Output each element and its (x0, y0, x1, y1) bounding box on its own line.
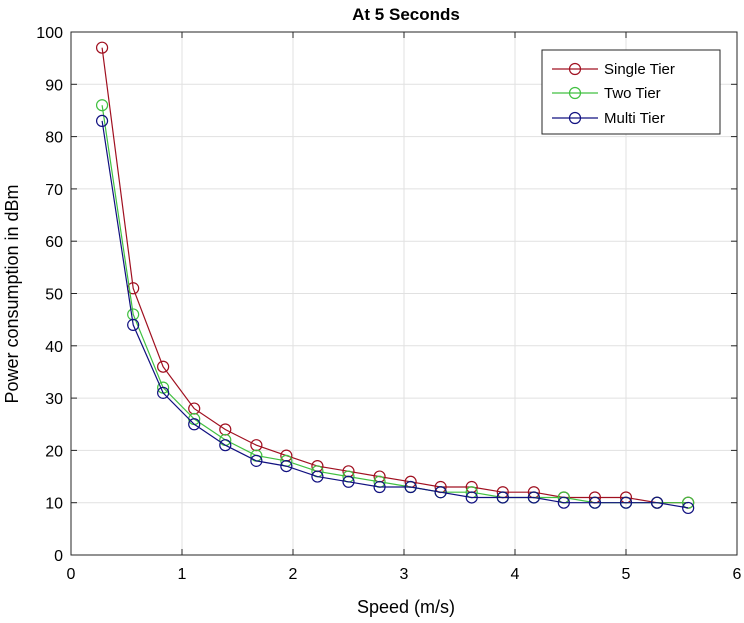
data-point-multi-tier (619, 496, 633, 509)
y-tick-label: 20 (45, 443, 63, 460)
data-point-multi-tier (127, 318, 140, 331)
data-point-multi-tier (157, 386, 170, 399)
x-tick-label: 1 (178, 566, 187, 583)
x-tick-label: 3 (400, 566, 409, 583)
data-point-single-tier (157, 360, 170, 373)
data-point-two-tier (682, 496, 695, 509)
data-point-multi-tier (219, 439, 232, 452)
data-point-multi-tier (373, 480, 386, 494)
data-point-multi-tier (311, 470, 324, 483)
data-point-two-tier (95, 99, 109, 112)
data-point-multi-tier (188, 418, 201, 431)
data-point-multi-tier (280, 459, 293, 473)
data-point-multi-tier (496, 491, 509, 504)
y-tick-label: 70 (45, 182, 63, 199)
y-tick-label: 80 (45, 130, 63, 147)
data-point-multi-tier (434, 486, 447, 499)
data-point-multi-tier (527, 491, 540, 504)
data-point-multi-tier (95, 114, 109, 128)
x-tick-label: 2 (289, 566, 298, 583)
y-tick-label: 100 (36, 25, 63, 42)
legend-label-two-tier: Two Tier (604, 85, 661, 102)
legend-marker-multi-tier (568, 111, 582, 125)
y-tick-label: 30 (45, 391, 63, 408)
series-layer (95, 41, 695, 515)
x-axis-label: Speed (m/s) (357, 597, 455, 617)
chart-title: At 5 Seconds (352, 5, 460, 24)
legend-label-single-tier: Single Tier (604, 61, 675, 78)
y-tick-label: 90 (45, 77, 63, 94)
y-tick-label: 0 (54, 548, 63, 565)
x-tick-label: 0 (67, 566, 76, 583)
data-point-single-tier (95, 41, 109, 54)
data-point-multi-tier (250, 454, 263, 467)
legend-entry-single-tier: Single Tier (552, 61, 675, 78)
legend-label-multi-tier: Multi Tier (604, 110, 665, 127)
data-point-multi-tier (404, 480, 417, 494)
data-point-multi-tier (557, 496, 570, 509)
legend-marker-two-tier (568, 86, 582, 100)
legend-entry-multi-tier: Multi Tier (552, 110, 665, 127)
x-tick-label: 5 (622, 566, 631, 583)
y-axis-label: Power consumption in dBm (2, 184, 22, 403)
y-tick-label: 60 (45, 234, 63, 251)
legend: Single Tier Two Tier Multi Tier (541, 49, 721, 135)
data-point-multi-tier (588, 496, 602, 509)
data-point-multi-tier (465, 491, 478, 504)
data-point-multi-tier (650, 496, 664, 509)
y-tick-label: 10 (45, 496, 63, 513)
y-tick-label: 40 (45, 339, 63, 356)
x-tick-label: 4 (511, 566, 520, 583)
data-point-multi-tier (682, 501, 695, 515)
series-multi-tier (95, 114, 695, 515)
x-tick-label: 6 (733, 566, 742, 583)
data-point-multi-tier (342, 475, 355, 488)
legend-marker-single-tier (568, 62, 582, 76)
y-tick-label: 50 (45, 287, 63, 304)
legend-entry-two-tier: Two Tier (552, 85, 661, 102)
